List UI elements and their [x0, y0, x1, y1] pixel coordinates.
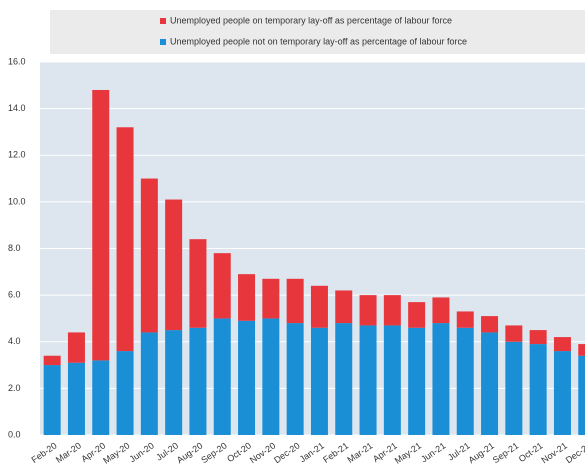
x-tick-label: Oct-20	[225, 440, 253, 464]
x-tick-label: Sep-20	[199, 440, 229, 465]
x-tick-label: Oct-21	[517, 440, 545, 464]
x-tick-label: May-20	[101, 440, 131, 465]
bar-segment	[213, 318, 231, 435]
y-tick-label: 16.0	[8, 56, 26, 66]
bar-segment	[383, 295, 401, 326]
y-tick-label: 14.0	[8, 103, 26, 113]
y-tick-label: 4.0	[8, 336, 21, 346]
bar-segment	[529, 330, 547, 345]
y-tick-label: 12.0	[8, 150, 26, 160]
bar-segment	[335, 290, 353, 324]
bar-segment	[432, 323, 450, 435]
bar-segment	[553, 337, 571, 352]
legend-box	[50, 10, 585, 54]
x-tick-label: Feb-20	[30, 440, 59, 465]
bar-segment	[481, 332, 499, 435]
x-tick-label: May-21	[393, 440, 423, 465]
bar-segment	[359, 325, 377, 435]
bar-segment	[67, 362, 85, 435]
x-tick-label: Mar-20	[54, 440, 83, 465]
x-tick-label: Feb-21	[321, 440, 350, 465]
x-tick-label: Nov-21	[539, 440, 569, 465]
bar-segment	[262, 318, 280, 435]
bar-segment	[456, 327, 474, 435]
bar-segment	[262, 278, 280, 319]
legend-swatch	[160, 39, 166, 45]
bar-segment	[432, 297, 450, 324]
bar-segment	[383, 325, 401, 435]
x-tick-label: Nov-20	[248, 440, 278, 465]
bar-segment	[286, 323, 304, 435]
bar-segment	[310, 285, 328, 328]
bar-segment	[189, 327, 207, 435]
bar-segment	[505, 341, 523, 435]
bar-segment	[92, 360, 110, 435]
bar-segment	[481, 316, 499, 333]
bar-segment	[213, 253, 231, 319]
bar-segment	[140, 332, 158, 435]
bar-segment	[408, 327, 426, 435]
y-tick-label: 2.0	[8, 383, 21, 393]
bar-segment	[553, 351, 571, 435]
bar-segment	[238, 274, 256, 321]
y-tick-label: 0.0	[8, 429, 21, 439]
bar-segment	[165, 199, 183, 331]
bar-segment	[529, 344, 547, 435]
x-tick-label: Aug-21	[467, 440, 497, 465]
bar-segment	[140, 178, 158, 333]
bar-segment	[43, 365, 61, 435]
bar-segment	[67, 332, 85, 363]
bar-segment	[310, 327, 328, 435]
x-tick-label: Mar-21	[345, 440, 374, 465]
bar-segment	[578, 344, 585, 356]
x-tick-label: Aug-20	[175, 440, 205, 465]
bar-segment	[238, 320, 256, 435]
bar-segment	[92, 89, 110, 361]
legend-label: Unemployed people on temporary lay-off a…	[170, 15, 452, 25]
x-tick-label: Sep-21	[491, 440, 521, 465]
bar-segment	[286, 278, 304, 324]
legend-label: Unemployed people not on temporary lay-o…	[170, 36, 467, 46]
bar-segment	[335, 323, 353, 435]
x-tick-label: Jun-21	[419, 440, 447, 464]
legend-swatch	[160, 18, 166, 24]
bar-segment	[578, 355, 585, 435]
bar-segment	[189, 239, 207, 328]
x-tick-label: Dec-20	[272, 440, 302, 465]
bar-segment	[505, 325, 523, 342]
y-tick-label: 6.0	[8, 290, 21, 300]
y-tick-label: 10.0	[8, 196, 26, 206]
bar-segment	[359, 295, 377, 326]
bar-segment	[43, 355, 61, 366]
bar-segment	[116, 127, 134, 352]
bar-segment	[165, 330, 183, 435]
x-tick-label: Jan-21	[298, 440, 326, 464]
x-tick-label: Jun-20	[128, 440, 156, 464]
bar-segment	[408, 302, 426, 328]
x-tick-label: Dec-21	[564, 440, 585, 465]
y-tick-label: 8.0	[8, 243, 21, 253]
bar-segment	[116, 351, 134, 435]
bar-segment	[456, 311, 474, 328]
